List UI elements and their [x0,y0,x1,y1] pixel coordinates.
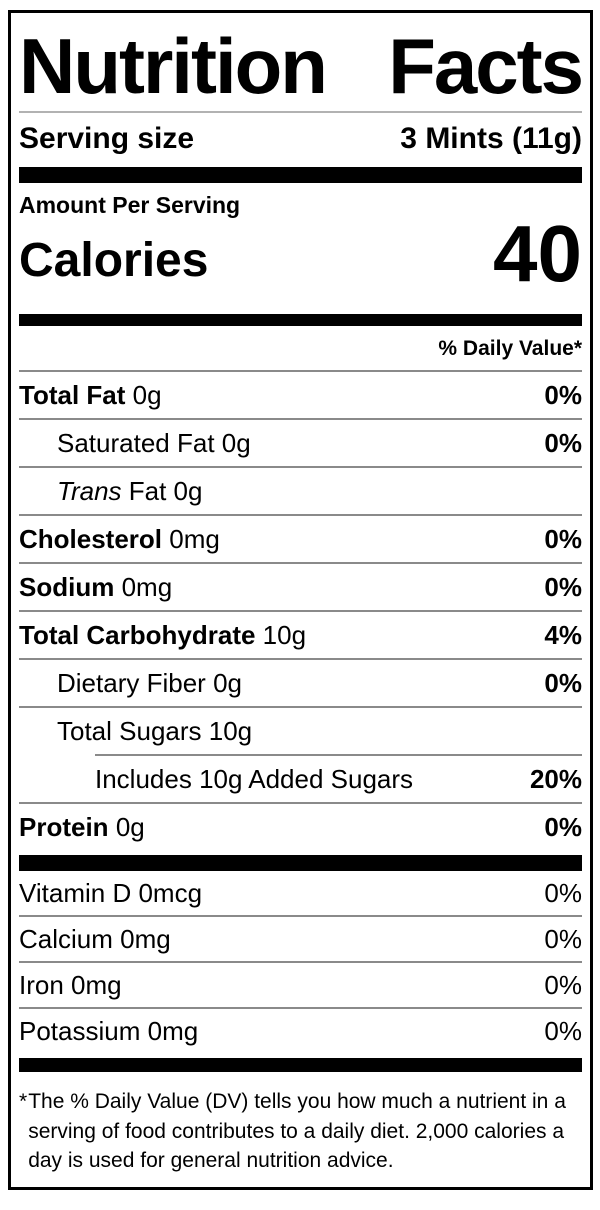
nutrient-row-dietary-fiber: Dietary Fiber 0g 0% [19,658,582,706]
nutrient-row-saturated-fat: Saturated Fat 0g 0% [19,418,582,466]
nutrient-amount: 0g [221,428,251,459]
footnote-text: The % Daily Value (DV) tells you how muc… [28,1090,566,1172]
nutrient-daily-value: 0% [544,572,582,603]
nutrient-amount: 0g [213,668,242,699]
serving-size-row: Serving size 3 Mints (11g) [19,113,582,167]
nutrient-name: Vitamin D [19,878,132,909]
nutrient-daily-value: 0% [544,428,582,459]
nutrient-row-vitamin-d: Vitamin D 0mcg 0% [19,871,582,915]
nutrient-amount: 0mg [71,970,122,1001]
nutrient-row-protein: Protein 0g 0% [19,802,582,850]
label-title-word-nutrition: Nutrition [19,22,328,110]
nutrient-amount: 0mcg [138,878,203,909]
footnote-asterisk: * [19,1090,28,1114]
nutrient-row-total-carbohydrate: Total Carbohydrate 10g 4% [19,610,582,658]
nutrient-amount: 10g [262,620,307,651]
nutrient-row-iron: Iron 0mg 0% [19,961,582,1007]
amount-per-serving-header: Amount Per Serving [19,192,241,219]
nutrient-name: Cholesterol [19,524,163,555]
nutrient-row-sodium: Sodium 0mg 0% [19,562,582,610]
nutrient-amount: 0g [132,380,162,411]
nutrient-name: Includes 10g Added Sugars [95,764,414,795]
thick-divider-bar-top [19,167,582,184]
daily-value-header: % Daily Value* [438,337,582,361]
nutrient-row-added-sugars: Includes 10g Added Sugars 20% [95,754,582,802]
nutrient-amount: 10g [208,716,253,747]
nutrient-name: Saturated Fat [57,428,215,459]
thick-divider-bar-bottom [19,1058,582,1073]
nutrient-amount: Fat 0g [128,476,203,507]
nutrient-daily-value: 0% [544,668,582,699]
label-title: Nutrition Facts [19,13,584,111]
nutrient-name: Trans [57,476,122,507]
nutrient-row-total-fat: Total Fat 0g 0% [19,370,582,418]
nutrient-daily-value: 20% [529,764,582,795]
nutrient-amount: 0mg [147,1016,199,1047]
nutrient-amount: 0mg [169,524,220,555]
nutrient-name: Dietary Fiber [57,668,206,699]
nutrient-row-total-sugars: Total Sugars 10g [19,706,582,754]
nutrient-daily-value: 0% [544,524,582,555]
title-divider [19,111,582,114]
nutrient-daily-value: 0% [544,812,582,843]
calories-value: 40 [493,208,582,298]
nutrition-facts-label: Nutrition Facts Serving size 3 Mints (11… [8,10,593,1190]
nutrient-name: Total Carbohydrate [19,620,256,651]
nutrient-name: Protein [19,812,109,843]
label-title-word-facts: Facts [388,22,584,110]
daily-value-footnote: * The % Daily Value (DV) tells you how m… [19,1072,582,1175]
nutrient-name: Calcium [19,924,113,955]
nutrient-row-trans-fat: Trans Fat 0g [19,466,582,514]
micronutrient-section: Vitamin D 0mcg 0% Calcium 0mg 0% Iron 0m… [19,871,582,1053]
calories-divider-bar [19,314,582,327]
nutrient-daily-value: 0% [544,924,582,955]
nutrient-amount: 0g [115,812,145,843]
nutrient-daily-value: 0% [544,1016,582,1047]
nutrient-amount: 0mg [121,572,173,603]
nutrient-daily-value: 0% [544,380,582,411]
nutrient-daily-value: 4% [544,620,582,651]
nutrient-name: Total Fat [19,380,126,411]
calories-label: Calories [19,233,209,287]
nutrient-name: Total Sugars [57,716,202,747]
nutrient-daily-value: 0% [544,878,582,909]
calories-row: Calories 40 [19,208,582,299]
nutrient-name: Iron [19,970,64,1001]
nutrient-name: Potassium [19,1016,141,1047]
nutrient-daily-value: 0% [544,970,582,1001]
nutrient-amount: 0mg [120,924,171,955]
thick-divider-bar-middle [19,855,582,872]
macronutrient-section: Total Fat 0g 0% Saturated Fat 0g 0% Tran… [19,370,582,850]
serving-size-label: Serving size [19,122,195,156]
nutrient-name: Sodium [19,572,115,603]
nutrient-row-cholesterol: Cholesterol 0mg 0% [19,514,582,562]
serving-size-value: 3 Mints (11g) [400,122,582,156]
nutrient-row-potassium: Potassium 0mg 0% [19,1007,582,1053]
nutrient-row-calcium: Calcium 0mg 0% [19,915,582,961]
